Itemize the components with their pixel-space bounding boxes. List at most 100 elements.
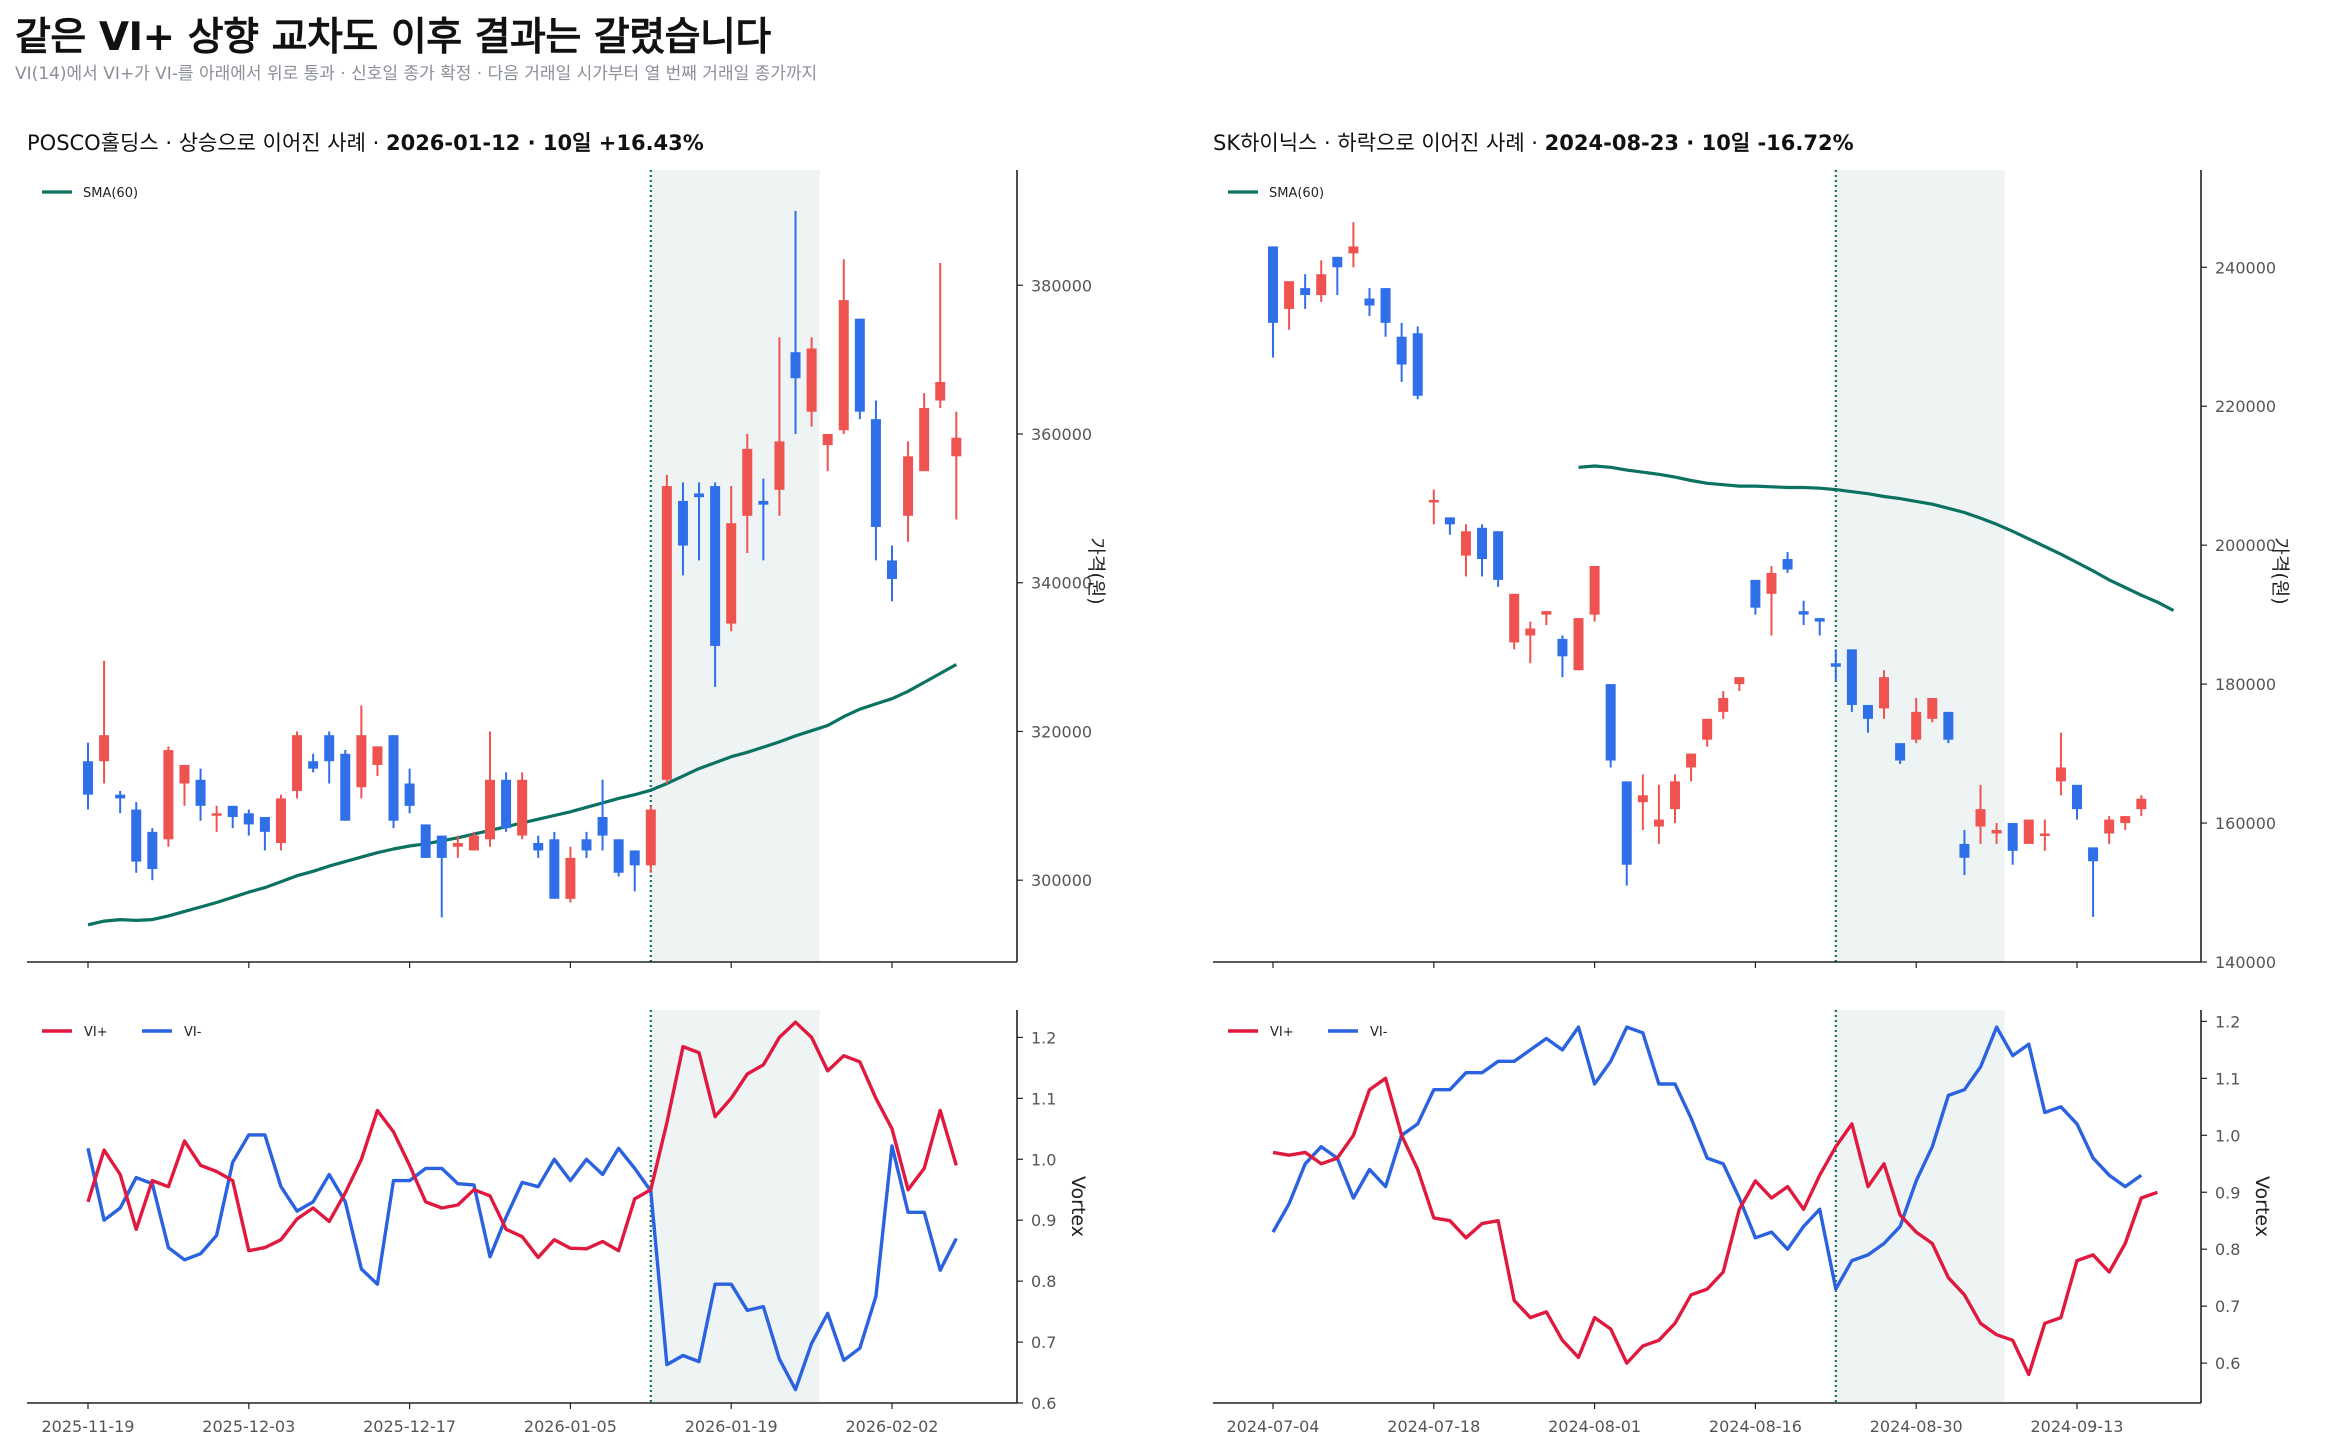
candle	[742, 434, 753, 553]
candle-body	[919, 407, 930, 472]
candle	[1268, 246, 1278, 358]
vortex-tick-label: 1.0	[2215, 1126, 2240, 1145]
candle-body	[1927, 698, 1938, 719]
candle	[1316, 260, 1327, 302]
candle-body	[710, 486, 721, 646]
vortex-tick-label: 0.8	[1031, 1272, 1056, 1291]
price-tick-label: 220000	[2215, 397, 2276, 416]
candle	[372, 746, 383, 777]
page-subtitle: VI(14)에서 VI+가 VI-를 아래에서 위로 통과 · 신호일 종가 확…	[15, 64, 818, 84]
candle-body	[2104, 819, 2115, 834]
vi-minus-legend-label: VI-	[1370, 1025, 1388, 1040]
candle	[565, 846, 576, 903]
candle	[774, 337, 785, 516]
vortex-tick-label: 0.6	[1031, 1394, 1056, 1413]
candle	[340, 750, 351, 821]
candle	[919, 393, 930, 472]
candle	[1509, 593, 1520, 650]
x-tick-label: 2025-12-03	[202, 1417, 295, 1436]
price-tick-label: 200000	[2215, 536, 2276, 555]
candle	[661, 474, 672, 784]
candle-body	[677, 500, 688, 546]
candle	[854, 318, 865, 420]
candle	[404, 768, 415, 814]
candle	[485, 731, 495, 847]
candle	[1653, 784, 1664, 844]
candle	[436, 835, 447, 918]
candle	[1477, 524, 1488, 577]
candle-body	[1846, 649, 1857, 705]
candle	[1975, 784, 1986, 844]
candle-body	[758, 500, 769, 505]
candle	[677, 482, 688, 576]
candle-body	[1412, 333, 1423, 396]
x-tick-label: 2024-07-04	[1227, 1417, 1320, 1436]
candle-body	[501, 779, 512, 829]
candle	[1879, 670, 1890, 719]
candle	[356, 705, 367, 799]
candle-body	[1750, 579, 1761, 608]
chart-panel-2: SK하이닉스 · 하락으로 이어진 사례 · 2024-08-23 · 10일 …	[1213, 131, 2291, 1436]
candle	[1493, 531, 1504, 587]
candle	[243, 809, 254, 836]
candle-body	[195, 779, 206, 806]
candle-body	[275, 798, 286, 844]
candle	[951, 411, 962, 520]
candle	[597, 779, 608, 851]
price-tick-label: 160000	[2215, 814, 2276, 833]
vortex-tick-label: 1.2	[2215, 1012, 2240, 1031]
candle-body	[838, 300, 849, 431]
x-tick-label: 2025-12-17	[363, 1417, 456, 1436]
candle-body	[2136, 798, 2147, 810]
candle-body	[1975, 809, 1986, 827]
candle-body	[822, 434, 833, 446]
candle	[1460, 524, 1471, 577]
candle	[629, 850, 640, 892]
candle-body	[1734, 677, 1745, 685]
x-tick-label: 2024-08-16	[1709, 1417, 1802, 1436]
candle-body	[854, 318, 865, 412]
x-tick-label: 2026-02-02	[846, 1417, 939, 1436]
candle-body	[404, 783, 415, 806]
candle	[1814, 618, 1825, 636]
candle	[1766, 566, 1777, 636]
candle-body	[292, 735, 303, 791]
holding-window-vortex	[650, 1010, 820, 1403]
candle	[163, 746, 174, 847]
candle-body	[372, 746, 383, 765]
candle	[388, 735, 399, 829]
candle	[1300, 274, 1311, 309]
candle-body	[243, 813, 254, 825]
candle	[1862, 704, 1873, 733]
candle-body	[1396, 336, 1407, 365]
candle-body	[1364, 298, 1375, 306]
price-tick-label: 300000	[1031, 871, 1092, 890]
candle-body	[581, 839, 592, 851]
candle	[468, 831, 479, 851]
x-tick-label: 2024-08-01	[1548, 1417, 1641, 1436]
candle	[1670, 774, 1680, 824]
candle	[2072, 784, 2082, 820]
price-tick-label: 240000	[2215, 258, 2276, 277]
candle	[1991, 823, 2002, 844]
candle	[1605, 684, 1616, 768]
candle-body	[742, 448, 753, 516]
candle-body	[1798, 611, 1809, 615]
x-tick-label: 2026-01-05	[524, 1417, 617, 1436]
candle	[822, 434, 833, 472]
candle-body	[1493, 531, 1504, 580]
candle	[1557, 635, 1568, 678]
candle-body	[1525, 628, 1536, 636]
vortex-tick-label: 0.7	[1031, 1333, 1056, 1352]
candle	[726, 486, 737, 632]
candle	[324, 731, 335, 784]
candle-body	[1380, 288, 1391, 323]
vortex-tick-label: 0.7	[2215, 1297, 2240, 1316]
panel-title-text: POSCO홀딩스 · 상승으로 이어진 사례 ·	[27, 131, 386, 155]
candle	[1895, 743, 1906, 764]
candle	[935, 262, 946, 408]
x-tick-label: 2024-08-30	[1870, 1417, 1963, 1436]
candle-body	[1686, 753, 1697, 768]
candle	[115, 790, 126, 814]
